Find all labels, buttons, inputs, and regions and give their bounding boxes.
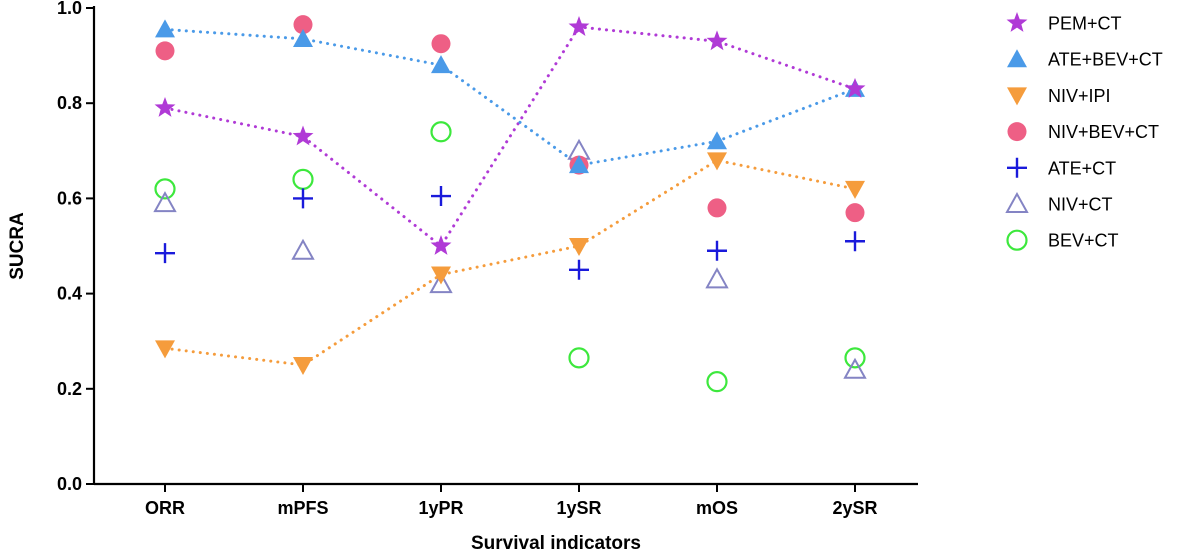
y-tick-label: 0.6 bbox=[57, 188, 82, 208]
legend-label-pem-ct: PEM+CT bbox=[1048, 14, 1122, 34]
legend-label-ate-ct: ATE+CT bbox=[1048, 158, 1116, 178]
legend-marker-ate-bev-ct bbox=[1007, 49, 1027, 68]
x-axis-title: Survival indicators bbox=[471, 533, 641, 551]
x-tick-label: ORR bbox=[145, 498, 185, 518]
point-ate-bev-ct-mos bbox=[707, 131, 727, 150]
y-tick-label: 0.4 bbox=[57, 284, 82, 304]
point-ate-bev-ct-1ypr bbox=[431, 55, 451, 74]
point-ate-ct-orr bbox=[155, 243, 175, 264]
legend-item-niv-ipi: NIV+IPI bbox=[1007, 86, 1111, 106]
point-pem-ct-mos bbox=[706, 30, 728, 51]
point-niv-ipi-2ysr bbox=[845, 180, 865, 199]
point-bev-ct-2ysr bbox=[844, 347, 866, 369]
legend: PEM+CT ATE+BEV+CT NIV+IPI NIV+BEV+CT ATE+CT N… bbox=[1005, 12, 1163, 251]
y-tick-label: 1.0 bbox=[57, 0, 82, 18]
legend-marker-pem-ct bbox=[1006, 12, 1028, 32]
legend-item-niv-bev-ct: NIV+BEV+CT bbox=[1007, 122, 1159, 142]
series-line-niv-ipi bbox=[163, 158, 857, 367]
point-ate-ct-1ypr bbox=[431, 186, 451, 207]
legend-item-bev-ct: BEV+CT bbox=[1006, 229, 1119, 251]
axes-group: 0.0 0.2 0.4 0.6 0.8 1.0 ORR mPFS 1yPR 1ySR mOS 2ySR bbox=[57, 0, 918, 518]
point-bev-ct-mpfs bbox=[292, 168, 314, 190]
point-ate-bev-ct-mpfs bbox=[293, 28, 313, 47]
legend-item-pem-ct: PEM+CT bbox=[1006, 12, 1122, 34]
x-tick-label: mOS bbox=[696, 498, 738, 518]
point-niv-ct-orr bbox=[153, 191, 177, 213]
point-pem-ct-1ypr bbox=[430, 235, 452, 255]
legend-marker-niv-bev-ct bbox=[1007, 122, 1027, 142]
y-axis-title: SUCRA bbox=[7, 212, 28, 280]
x-tick-label: 1ySR bbox=[556, 498, 601, 518]
point-pem-ct-2ysr bbox=[844, 77, 866, 98]
point-niv-ipi-mos bbox=[707, 152, 727, 171]
point-niv-bev-ct-orr bbox=[155, 41, 175, 61]
series-line-ate-bev-ct bbox=[163, 27, 857, 167]
point-niv-ct-2ysr bbox=[843, 357, 867, 379]
point-niv-ipi-orr bbox=[155, 340, 175, 359]
point-niv-ct-mpfs bbox=[291, 238, 315, 260]
legend-label-niv-ct: NIV+CT bbox=[1048, 195, 1113, 215]
legend-label-niv-ipi: NIV+IPI bbox=[1048, 86, 1111, 106]
point-niv-ct-1ypr bbox=[429, 272, 453, 294]
point-ate-ct-mpfs bbox=[293, 188, 313, 209]
point-bev-ct-1ysr bbox=[568, 347, 590, 369]
x-tick-label: 1yPR bbox=[418, 498, 463, 518]
legend-marker-ate-ct bbox=[1007, 157, 1027, 178]
point-ate-bev-ct-1ysr bbox=[569, 155, 589, 174]
legend-marker-bev-ct bbox=[1006, 229, 1028, 251]
point-niv-bev-ct-mpfs bbox=[293, 15, 313, 35]
point-niv-bev-ct-2ysr bbox=[845, 203, 865, 223]
point-niv-bev-ct-1ypr bbox=[431, 34, 451, 54]
series-lines-group bbox=[163, 25, 857, 367]
legend-marker-niv-ct bbox=[1005, 191, 1029, 213]
point-bev-ct-orr bbox=[154, 178, 176, 200]
y-tick-label: 0.2 bbox=[57, 379, 82, 399]
point-ate-bev-ct-orr bbox=[155, 19, 175, 38]
point-niv-ipi-mpfs bbox=[293, 357, 313, 375]
legend-label-niv-bev-ct: NIV+BEV+CT bbox=[1048, 122, 1159, 142]
point-ate-ct-1ysr bbox=[569, 259, 589, 280]
point-pem-ct-orr bbox=[154, 96, 176, 117]
series-line-pem-ct bbox=[163, 25, 857, 249]
legend-item-niv-ct: NIV+CT bbox=[1005, 191, 1113, 215]
point-bev-ct-1ypr bbox=[430, 121, 452, 143]
point-pem-ct-1ysr bbox=[568, 16, 590, 36]
legend-marker-niv-ipi bbox=[1007, 87, 1027, 106]
point-ate-ct-mos bbox=[707, 240, 727, 261]
point-ate-ct-2ysr bbox=[845, 231, 865, 252]
x-tick-label: 2ySR bbox=[832, 498, 877, 518]
markers-group bbox=[153, 15, 867, 393]
legend-label-bev-ct: BEV+CT bbox=[1048, 231, 1119, 251]
point-niv-ct-mos bbox=[705, 267, 729, 289]
point-niv-bev-ct-mos bbox=[707, 198, 727, 218]
y-tick-label: 0.8 bbox=[57, 93, 82, 113]
point-pem-ct-mpfs bbox=[292, 125, 314, 146]
legend-label-ate-bev-ct: ATE+BEV+CT bbox=[1048, 50, 1163, 70]
legend-item-ate-bev-ct: ATE+BEV+CT bbox=[1007, 49, 1163, 70]
legend-item-ate-ct: ATE+CT bbox=[1007, 157, 1116, 178]
point-niv-ipi-1ypr bbox=[431, 266, 451, 285]
point-bev-ct-mos bbox=[706, 371, 728, 393]
y-tick-label: 0.0 bbox=[57, 474, 82, 494]
x-tick-label: mPFS bbox=[277, 498, 328, 518]
point-niv-ipi-1ysr bbox=[569, 238, 589, 256]
